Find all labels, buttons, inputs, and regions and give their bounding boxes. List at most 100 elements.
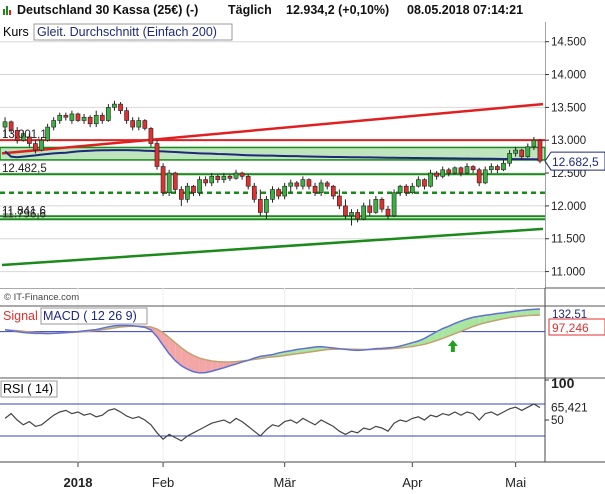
macd-hist-fill: [424, 335, 431, 345]
candle-body: [2, 121, 8, 128]
candle-body: [367, 205, 373, 213]
candle-body: [124, 110, 129, 121]
candle-body: [361, 205, 367, 220]
candle-body: [519, 149, 525, 157]
candle-body: [154, 143, 160, 167]
macd-hist-fill: [211, 360, 218, 372]
candle-body: [391, 192, 397, 217]
trendline: [1, 102, 544, 155]
macd-hist-fill: [460, 318, 468, 332]
candle-body: [245, 176, 251, 187]
candle-body: [482, 169, 488, 184]
candle-body: [57, 114, 63, 121]
candle-body: [221, 176, 227, 180]
timestamp: 08.05.2018 07:14:21: [407, 3, 524, 17]
candle-body: [118, 103, 123, 111]
candle-body: [416, 179, 421, 187]
candle-body: [525, 146, 531, 157]
macd-legend-macd: MACD ( 12 26 9): [43, 309, 137, 323]
x-tick-label: Feb: [152, 475, 174, 490]
candle-body: [428, 172, 433, 187]
candle-body: [306, 179, 312, 187]
macd-hist-fill: [497, 312, 504, 320]
macd-hist-fill: [187, 352, 194, 372]
ma200-line: [4, 149, 540, 161]
level-label: 12.482,5: [2, 163, 47, 175]
instrument-title: Deutschland 30 Kassa (25€) (-): [17, 3, 199, 17]
level-label: 11.841,6: [2, 205, 46, 217]
macd-hist-fill: [163, 332, 170, 354]
candle-body: [172, 172, 178, 190]
price-ytick-label: 12.000: [551, 201, 586, 213]
candle-body: [251, 185, 257, 200]
candle-body: [63, 114, 69, 118]
price-ytick-label: 12.500: [551, 168, 586, 180]
rsi-legend-box: [0, 380, 58, 398]
candle-body: [282, 185, 287, 197]
candle-body: [446, 169, 452, 174]
last-value-tag: [544, 151, 605, 171]
macd-hist-fill: [205, 359, 212, 373]
chart-header: Deutschland 30 Kassa (25€) (-) Täglich 1…: [0, 0, 605, 22]
rsi-panel: 100 50 RSI ( 14) 65,421: [0, 375, 605, 442]
x-tick-label: Mai: [505, 475, 526, 490]
candle-body: [434, 172, 439, 177]
price-ytick-label: 13.500: [551, 102, 586, 114]
price-legend-ma200: Gleit. Durchschnitt (Einfach 200): [37, 25, 217, 39]
macd-hist-fill: [521, 309, 528, 317]
macd-hist-fill: [509, 311, 516, 318]
candle-body: [233, 172, 239, 179]
macd-hist-fill: [515, 310, 522, 317]
candle-body: [160, 166, 166, 194]
candle-body: [397, 185, 403, 194]
macd-legend-signal: Signal: [3, 309, 38, 323]
candle-body: [440, 169, 446, 177]
candle-body: [215, 176, 221, 180]
candle-body: [355, 212, 360, 220]
price-ytick-label: 11.500: [551, 234, 585, 246]
macd-hist-fill: [479, 315, 486, 325]
candle-body: [458, 167, 464, 174]
last-value-label: 12.682,5: [552, 155, 599, 169]
macd-hist-fill: [181, 347, 188, 370]
macd-hist-fill: [418, 338, 425, 346]
candle-body: [112, 103, 117, 108]
candle-body: [470, 166, 476, 171]
price-legend-kurs: Kurs: [3, 25, 29, 39]
candle-body: [8, 121, 14, 131]
macd-hist-fill: [533, 308, 540, 316]
rsi-ytick-label: 50: [551, 415, 564, 427]
candle-body: [20, 133, 26, 141]
trendline: [1, 227, 544, 267]
macd-hist-fill: [448, 323, 455, 337]
candle-body: [130, 120, 136, 128]
interval-label: Täglich: [228, 3, 272, 17]
candle-body: [106, 107, 111, 121]
candle-body: [87, 116, 93, 125]
candle-body: [239, 172, 245, 177]
x-tick-label: Mär: [273, 475, 296, 490]
level-label: 11.796,6: [2, 208, 46, 220]
candle-body: [185, 185, 190, 200]
candle-body: [343, 205, 348, 217]
price-ytick-label: 14.000: [551, 70, 586, 82]
candle-body: [93, 114, 99, 125]
macd-hist-fill: [527, 309, 534, 316]
candle-body: [422, 179, 427, 187]
candle-body: [209, 176, 215, 184]
candle-body: [258, 199, 263, 213]
candle-body: [227, 176, 233, 179]
candle-body: [270, 189, 275, 200]
candle-body: [99, 114, 105, 121]
signal-value-label: 97,246: [552, 321, 589, 335]
candle-body: [324, 182, 330, 187]
signal-value-tag: [548, 318, 605, 336]
price-ytick-label: 11.000: [551, 267, 585, 279]
rsi-value-label: 65,421: [551, 401, 588, 415]
candle-body: [197, 179, 202, 194]
candle-body: [337, 195, 342, 207]
candle-body: [537, 139, 543, 162]
candle-body: [495, 166, 500, 171]
candle-body: [288, 182, 294, 187]
